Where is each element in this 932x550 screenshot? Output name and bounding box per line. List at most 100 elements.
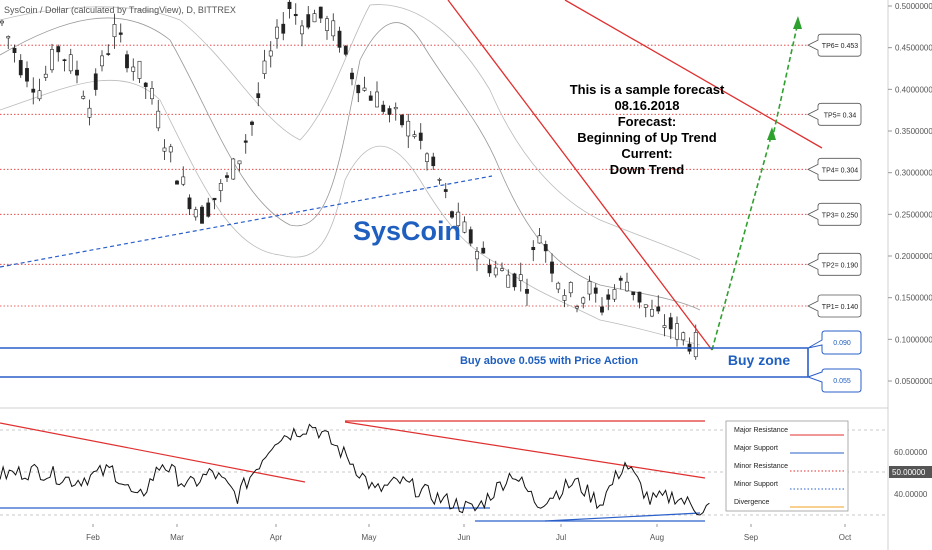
candle-body xyxy=(487,264,492,274)
x-tick-label: May xyxy=(361,533,376,542)
candle-body xyxy=(618,277,623,281)
y-tick-label: 0.05000000 xyxy=(895,377,932,386)
candle-body xyxy=(531,246,536,251)
indicator-tick-1: 60.00000 xyxy=(894,448,928,457)
legend-label: Major Support xyxy=(734,445,778,452)
buy-zone-upper-callout xyxy=(807,330,862,355)
candle-body xyxy=(368,95,373,101)
x-tick-label: Mar xyxy=(170,533,184,542)
take-profit-label: TP1= 0.140 xyxy=(822,304,858,311)
candle-body xyxy=(468,229,473,244)
candle-body xyxy=(100,55,104,67)
middle-band xyxy=(0,17,701,311)
candle-body xyxy=(293,13,298,17)
take-profit-label: TP2= 0.190 xyxy=(822,262,858,269)
candle-body xyxy=(493,267,498,276)
take-profit-callout xyxy=(807,252,862,276)
candle-body xyxy=(81,95,86,99)
candle-body xyxy=(0,20,4,24)
candle-body xyxy=(37,90,42,100)
candle-body xyxy=(118,32,123,35)
minor-support-line xyxy=(0,175,493,268)
forecast-arrow-2 xyxy=(771,21,799,141)
candle-body xyxy=(431,156,436,167)
candle-body xyxy=(312,13,317,23)
indicator-support-3 xyxy=(544,512,701,522)
candle-body xyxy=(331,20,336,37)
candle-body xyxy=(193,209,198,218)
candle-body xyxy=(6,36,11,39)
arrow-head-1 xyxy=(767,127,776,140)
take-profit-levels: TP6= 0.453 TP5= 0.34 TP4= 0.304 TP3= 0.250 T… xyxy=(0,33,862,318)
candle-body xyxy=(243,140,248,143)
forecast-line-1: This is a sample forecast xyxy=(570,82,725,97)
x-tick-label: Jun xyxy=(458,533,471,542)
candle-body xyxy=(631,291,636,296)
candle-body xyxy=(31,88,36,93)
candle-body xyxy=(450,211,454,218)
candles xyxy=(0,0,698,360)
candle-body xyxy=(625,281,629,292)
candle-body xyxy=(637,291,642,303)
candle-body xyxy=(681,332,686,341)
candle-body xyxy=(275,26,279,39)
candle-body xyxy=(281,23,286,34)
buy-zone-upper-value: 0.090 xyxy=(833,340,851,347)
candle-body xyxy=(50,49,54,71)
take-profit-callout xyxy=(807,202,862,226)
indicator-resistance-2 xyxy=(344,421,706,479)
candle-body xyxy=(306,14,311,28)
candle-body xyxy=(600,306,604,313)
forecast-note: This is a sample forecast 08.16.2018 For… xyxy=(570,82,725,177)
main-pane[interactable] xyxy=(0,0,888,400)
candle-body xyxy=(462,221,467,233)
buy-zone-label: Buy zone xyxy=(728,352,790,368)
candle-body xyxy=(437,179,442,181)
candle-body xyxy=(612,289,617,300)
candle-body xyxy=(343,45,348,55)
legend-label: Minor Support xyxy=(734,481,778,488)
indicator-resistance-1 xyxy=(0,422,306,483)
x-tick-label: Jul xyxy=(556,533,566,542)
take-profit-callout xyxy=(807,33,862,57)
candle-body xyxy=(587,281,592,295)
candle-body xyxy=(175,180,179,185)
forecast-arrows xyxy=(711,16,802,351)
candle-body xyxy=(212,197,217,201)
candle-body xyxy=(131,66,136,72)
take-profit-label: TP6= 0.453 xyxy=(822,43,858,50)
candle-body xyxy=(287,1,292,10)
candle-body xyxy=(425,153,429,162)
oscillator-line xyxy=(0,423,710,516)
take-profit-callout xyxy=(807,294,862,318)
candle-body xyxy=(262,60,267,75)
candle-body xyxy=(581,297,586,304)
candle-body xyxy=(418,132,423,141)
legend-label: Minor Resistance xyxy=(734,463,788,470)
candle-body xyxy=(143,82,148,87)
candle-body xyxy=(650,309,654,317)
candle-body xyxy=(150,88,154,100)
candle-body xyxy=(87,107,92,118)
major-resistance-line-upper xyxy=(564,0,823,149)
candle-body xyxy=(356,84,361,94)
legend-box xyxy=(725,420,849,512)
legend: Major Resistance Major Support Minor Resis… xyxy=(725,420,849,512)
candle-body xyxy=(225,175,229,178)
lower-band xyxy=(0,79,701,346)
candle-body xyxy=(675,323,679,340)
forecast-line-5: Current: xyxy=(621,146,672,161)
legend-label: Major Resistance xyxy=(734,427,788,434)
candle-body xyxy=(537,235,542,244)
indicator-current-value: 50.00000 xyxy=(892,468,926,477)
take-profit-callout xyxy=(807,157,862,181)
forecast-line-3: Forecast: xyxy=(618,114,677,129)
candle-body xyxy=(643,304,648,308)
major-resistance-line xyxy=(447,0,713,351)
candle-body xyxy=(137,60,142,79)
